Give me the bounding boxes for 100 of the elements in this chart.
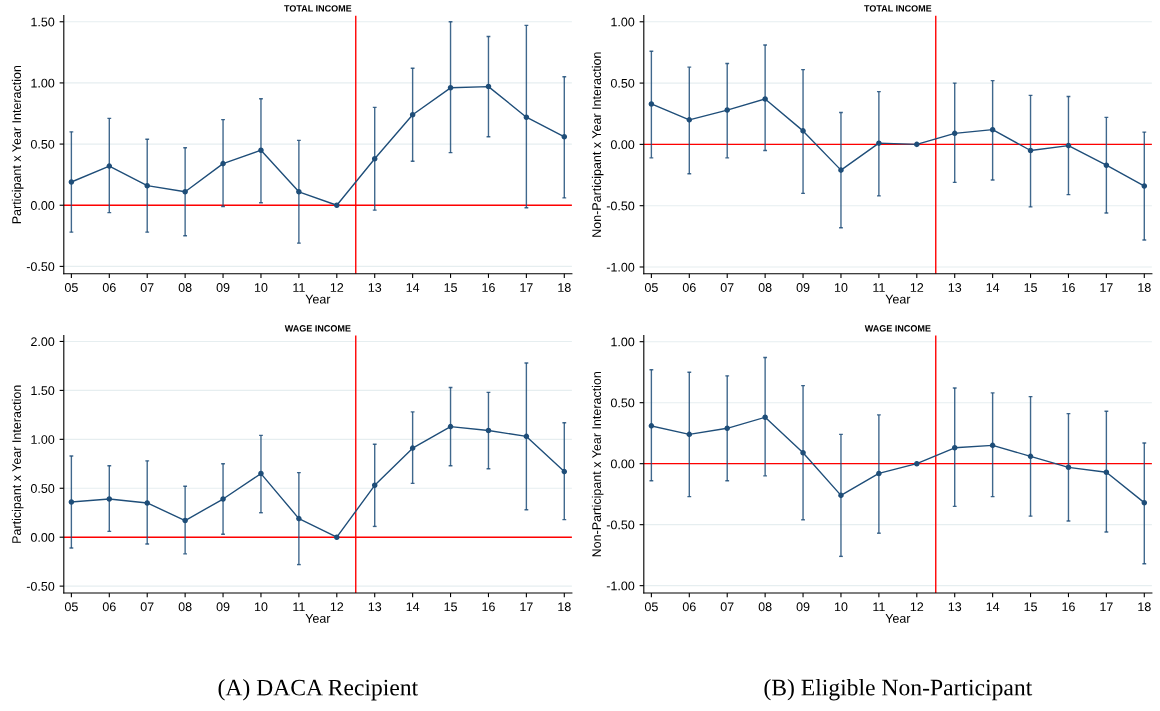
x-tick-label: 14 (406, 283, 420, 292)
point (1141, 499, 1148, 506)
point (296, 189, 302, 195)
x-tick-label: 17 (1100, 283, 1113, 292)
point (1065, 142, 1072, 149)
y-tick-label: -0.50 (606, 201, 635, 211)
point (686, 431, 693, 438)
x-tick-label: 10 (834, 602, 848, 612)
x-axis-title: Year (885, 294, 911, 304)
point (800, 449, 806, 456)
y-tick-label: 0.50 (30, 484, 55, 493)
point (1103, 162, 1110, 169)
point (371, 482, 378, 489)
x-axis-title: Year (305, 294, 331, 304)
text: (A) DACA Recipient (218, 678, 419, 701)
chart-title: TOTAL INCOME (284, 5, 352, 12)
text: (B) Eligible Non-Participant (764, 678, 1033, 701)
x-tick-label: 08 (758, 602, 772, 612)
x-tick-label: 07 (720, 283, 734, 292)
x-tick-label: 15 (444, 283, 457, 292)
x-tick-label: 07 (140, 602, 154, 612)
point (989, 442, 996, 449)
point (648, 101, 655, 107)
point (485, 83, 492, 90)
x-tick-label: 09 (216, 602, 230, 612)
x-tick-label: 11 (293, 283, 305, 292)
point (951, 130, 958, 137)
x-tick-label: 14 (406, 602, 420, 612)
chart-title: TOTAL INCOME (864, 5, 932, 12)
point (220, 496, 226, 502)
point (106, 163, 113, 169)
point (838, 167, 844, 173)
y-tick-label: 0.50 (610, 398, 635, 408)
x-tick-label: 18 (1138, 602, 1151, 612)
point (106, 496, 113, 502)
point (182, 189, 188, 195)
x-tick-label: 17 (520, 283, 533, 292)
point (371, 155, 378, 162)
point (409, 111, 416, 118)
x-tick-label: 07 (720, 602, 734, 612)
point (68, 179, 75, 185)
x-tick-label: 11 (293, 602, 305, 612)
y-tick-label: -1.00 (606, 581, 635, 591)
point (648, 423, 655, 429)
point (686, 117, 693, 123)
point (561, 133, 568, 140)
point (334, 534, 340, 540)
y-tick-label: -0.50 (26, 581, 55, 591)
x-axis-title: Year (305, 614, 331, 623)
x-tick-label: 06 (102, 283, 116, 292)
x-tick-label: 18 (1138, 283, 1151, 292)
point (523, 114, 530, 120)
point (762, 414, 768, 421)
x-tick-label: 09 (796, 602, 810, 612)
x-tick-label: 12 (910, 283, 924, 292)
point (724, 107, 730, 113)
point (914, 141, 920, 148)
point (447, 423, 454, 430)
x-tick-label: 14 (986, 602, 1000, 612)
y-axis-title: Non-Participant x Year Interaction (591, 371, 604, 557)
x-tick-label: 06 (682, 283, 696, 292)
y-tick-label: 0.00 (30, 532, 55, 542)
x-tick-label: 15 (1024, 283, 1037, 292)
y-axis-title: Participant x Year Interaction (11, 385, 24, 543)
y-tick-label: 1.50 (31, 386, 55, 396)
y-tick-label: 1.50 (31, 17, 55, 27)
x-tick-label: 13 (948, 602, 962, 612)
x-tick-label: 15 (444, 602, 457, 612)
x-tick-label: 07 (140, 283, 154, 292)
x-tick-label: 06 (682, 602, 696, 612)
x-tick-label: 17 (520, 602, 533, 612)
point (876, 470, 882, 477)
chart-title: WAGE INCOME (284, 325, 351, 332)
chart-title: WAGE INCOME (864, 325, 931, 332)
x-tick-label: 06 (102, 602, 116, 612)
x-tick-label: 05 (644, 602, 658, 612)
y-tick-label: 0.00 (610, 459, 635, 469)
point (1141, 183, 1148, 189)
y-axis-title: Participant x Year Interaction (11, 65, 24, 224)
x-tick-label: 08 (178, 602, 192, 612)
x-tick-label: 16 (1062, 283, 1075, 292)
point (951, 445, 958, 451)
y-tick-label: 1.00 (31, 78, 55, 88)
y-tick-label: -1.00 (606, 262, 635, 272)
y-tick-label: -0.50 (26, 262, 55, 272)
point (762, 96, 768, 102)
x-tick-label: 13 (368, 283, 382, 292)
x-axis-title: Year (885, 614, 911, 623)
x-tick-label: 08 (178, 283, 192, 292)
point (876, 140, 882, 146)
point (1027, 453, 1034, 460)
y-tick-label: 1.00 (611, 17, 635, 27)
x-tick-label: 13 (368, 602, 382, 612)
y-tick-label: -0.50 (606, 520, 635, 530)
point (334, 202, 340, 209)
y-tick-label: 1.00 (31, 435, 55, 444)
point (182, 517, 188, 524)
x-tick-label: 11 (873, 602, 885, 612)
x-tick-label: 16 (482, 602, 495, 612)
x-tick-label: 09 (796, 283, 810, 292)
